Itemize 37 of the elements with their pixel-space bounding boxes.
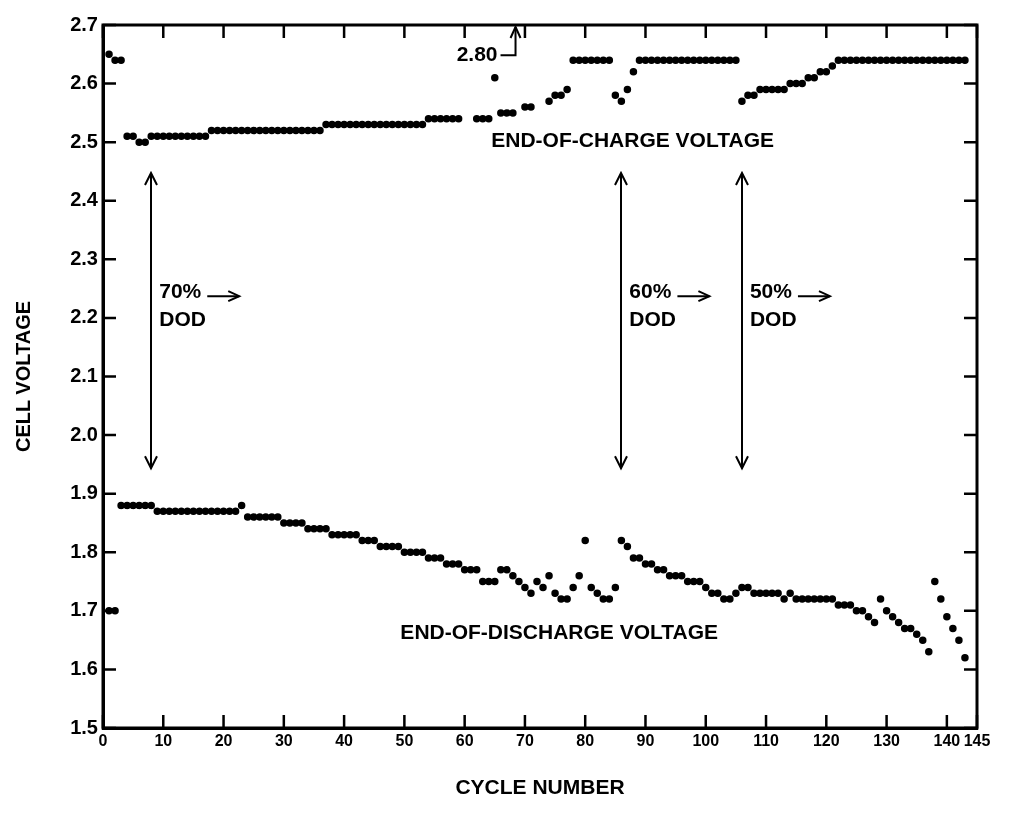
- x-tick-label: 120: [812, 732, 840, 750]
- x-tick-label: 80: [576, 732, 595, 750]
- y-tick-label: 2.1: [70, 364, 98, 387]
- x-tick-label: 30: [274, 732, 293, 750]
- annotation: 2.80: [456, 42, 498, 66]
- x-tick-label: 90: [636, 732, 655, 750]
- x-tick-label: 70: [516, 732, 534, 750]
- x-tick-label: 140: [933, 732, 961, 750]
- y-tick-label: 2.0: [70, 422, 98, 445]
- x-tick-label: 130: [873, 732, 901, 750]
- y-tick-label: 2.5: [70, 129, 98, 152]
- ref-line-label: 60% DOD: [629, 278, 677, 330]
- y-tick-label: 1.7: [70, 598, 98, 621]
- y-tick-label: 1.5: [70, 715, 98, 738]
- y-tick-label: 2.2: [70, 305, 98, 328]
- y-tick-label: 2.4: [70, 188, 99, 211]
- x-axis-title: CYCLE NUMBER: [455, 775, 625, 799]
- y-tick-label: 2.3: [70, 246, 98, 269]
- x-tick-label: 60: [455, 732, 474, 750]
- x-tick-label: 110: [753, 732, 780, 750]
- y-tick-label: 1.8: [70, 539, 98, 562]
- y-tick-label: 2.7: [70, 12, 98, 35]
- ref-line-label: 50% DOD: [749, 278, 797, 330]
- y-tick-label: 1.6: [70, 656, 98, 679]
- x-tick-label: 0: [98, 732, 108, 750]
- x-tick-label: 50: [395, 732, 414, 750]
- y-tick-label: 2.6: [70, 71, 98, 94]
- x-tick-label: 145: [963, 732, 991, 750]
- y-axis-title: CELL VOLTAGE: [11, 300, 34, 453]
- series-label: END-OF-CHARGE VOLTAGE: [491, 127, 774, 151]
- y-tick-label: 1.9: [70, 481, 98, 504]
- x-tick-label: 40: [335, 732, 354, 750]
- x-tick-label: 100: [692, 732, 720, 750]
- x-tick-label: 20: [214, 732, 233, 750]
- series-label: END-OF-DISCHARGE VOLTAGE: [400, 619, 719, 643]
- ref-line-label: 70% DOD: [159, 278, 206, 330]
- x-tick-label: 10: [154, 732, 173, 750]
